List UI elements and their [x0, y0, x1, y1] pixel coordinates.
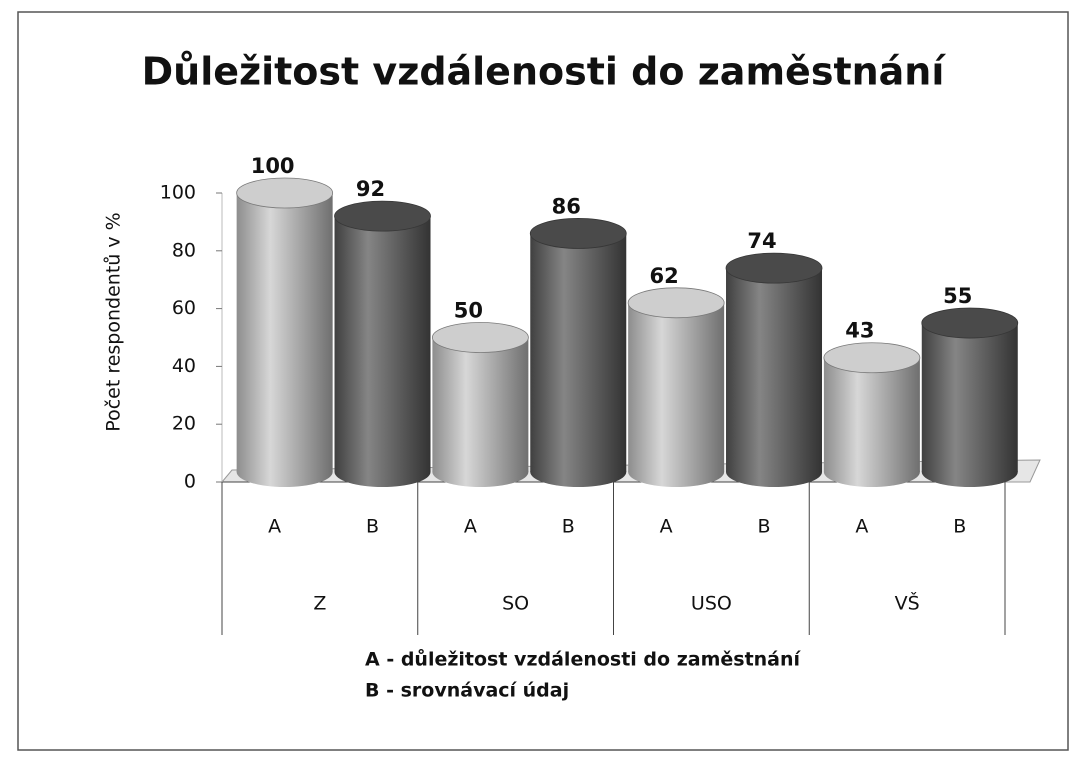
sub-category-label: B: [953, 516, 966, 538]
bar: [921, 323, 1018, 472]
data-label: 55: [943, 284, 972, 308]
y-tick-label: 60: [172, 297, 196, 319]
group-label: USO: [691, 593, 732, 615]
bar-top: [334, 200, 431, 232]
bar-top: [529, 218, 627, 249]
sub-category-label: A: [660, 516, 673, 538]
sub-category-label: A: [464, 516, 477, 538]
group-label: Z: [313, 593, 326, 615]
sub-category-label: A: [268, 516, 281, 538]
y-tick-label: 20: [172, 413, 196, 435]
data-label: 74: [747, 229, 776, 253]
bar: [628, 302, 725, 472]
sub-category-label: B: [757, 516, 770, 538]
bar-top: [725, 252, 823, 284]
group-label: SO: [502, 593, 529, 615]
bar: [823, 357, 920, 472]
bar: [726, 268, 823, 472]
data-label: 86: [552, 194, 581, 218]
y-tick-label: 100: [160, 182, 196, 204]
bar: [334, 216, 431, 472]
sub-category-label: B: [366, 516, 379, 538]
data-label: 62: [650, 264, 679, 288]
data-label: 92: [356, 177, 385, 201]
legend-entry: A - důležitost vzdálenosti do zaměstnání: [365, 648, 802, 671]
bar-top: [627, 287, 725, 319]
bar: [432, 337, 529, 472]
bar-top: [823, 342, 921, 374]
bar-top: [236, 177, 334, 209]
data-label: 100: [251, 154, 295, 178]
data-label: 43: [845, 319, 874, 343]
group-label: VŠ: [895, 591, 920, 615]
y-tick-label: 0: [184, 471, 196, 493]
y-tick-label: 40: [172, 355, 196, 377]
chart-title: Důležitost vzdálenosti do zaměstnání: [142, 50, 947, 94]
sub-category-label: B: [562, 516, 575, 538]
data-label: 50: [454, 299, 483, 323]
bar: [530, 233, 627, 472]
bar-top: [921, 307, 1019, 339]
bar: [236, 193, 333, 472]
y-tick-label: 80: [172, 239, 196, 261]
bar-top: [431, 322, 529, 353]
y-axis-label: Počet respondentů v %: [103, 212, 125, 431]
legend-entry: B - srovnávací údaj: [365, 680, 569, 702]
sub-category-label: A: [855, 516, 868, 538]
